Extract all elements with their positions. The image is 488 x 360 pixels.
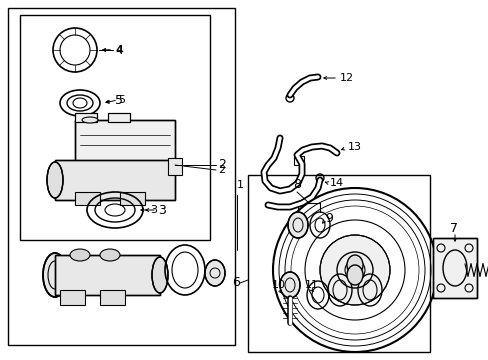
Bar (75, 113, 97, 122)
Bar (8, 8, 235, 345)
Text: 10: 10 (271, 280, 285, 290)
Bar (247, 175, 429, 352)
Bar (75, 113, 97, 122)
Text: 13: 13 (347, 142, 361, 152)
Bar (168, 158, 182, 175)
Bar (75, 120, 175, 165)
Text: 1: 1 (237, 180, 244, 190)
Text: 11: 11 (305, 280, 318, 290)
Circle shape (345, 260, 364, 280)
Bar (55, 160, 175, 200)
Text: 8: 8 (292, 179, 301, 192)
Bar (75, 120, 175, 165)
Bar (60, 290, 85, 305)
Bar (75, 192, 100, 205)
Bar (120, 192, 145, 205)
Bar (432, 238, 476, 298)
Text: 2: 2 (218, 158, 225, 171)
Ellipse shape (280, 272, 299, 298)
Ellipse shape (100, 249, 120, 261)
Ellipse shape (152, 257, 168, 293)
Text: 4: 4 (115, 44, 122, 57)
Bar (55, 160, 175, 200)
Ellipse shape (82, 117, 98, 123)
Bar (432, 238, 476, 298)
Text: 2: 2 (218, 165, 224, 175)
Ellipse shape (204, 260, 224, 286)
Ellipse shape (346, 255, 362, 275)
Text: 4: 4 (115, 45, 122, 55)
Text: 5: 5 (115, 94, 123, 107)
Text: 9: 9 (325, 211, 332, 225)
Bar (20, 15, 209, 240)
Bar (100, 290, 125, 305)
Text: 7: 7 (449, 221, 457, 234)
Ellipse shape (287, 212, 307, 238)
Circle shape (319, 235, 389, 305)
Ellipse shape (47, 162, 63, 198)
Text: 14: 14 (329, 178, 344, 188)
Bar (293, 156, 304, 165)
Ellipse shape (346, 265, 362, 285)
Bar (436, 265, 464, 275)
Text: 3: 3 (158, 203, 165, 216)
Bar (55, 255, 160, 295)
Ellipse shape (70, 249, 90, 261)
Text: 3: 3 (150, 205, 157, 215)
Bar (108, 113, 130, 122)
Text: 5: 5 (118, 95, 125, 105)
Bar (108, 113, 130, 122)
Ellipse shape (43, 253, 67, 297)
Text: 12: 12 (339, 73, 353, 83)
Text: 6: 6 (231, 276, 240, 289)
Bar (55, 255, 160, 295)
